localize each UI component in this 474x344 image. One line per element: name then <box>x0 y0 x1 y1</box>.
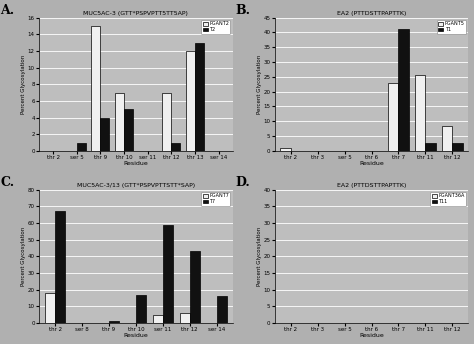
Y-axis label: Percent Glycosylation: Percent Glycosylation <box>257 227 262 286</box>
Bar <box>442 126 452 151</box>
Bar <box>281 148 291 151</box>
Text: B.: B. <box>236 4 251 17</box>
Bar <box>217 296 227 323</box>
Title: EA2 (PTTDSTTPAPTTK): EA2 (PTTDSTTPAPTTK) <box>337 183 406 188</box>
Title: EA2 (PTTDSTTPAPTTK): EA2 (PTTDSTTPAPTTK) <box>337 11 406 16</box>
Bar <box>186 51 195 151</box>
Bar <box>425 143 436 151</box>
Bar <box>55 211 65 323</box>
Bar <box>172 142 180 151</box>
Bar <box>45 293 55 323</box>
Bar <box>195 43 204 151</box>
Y-axis label: Percent Glycosylation: Percent Glycosylation <box>257 55 262 114</box>
Legend: PGANT7, T7: PGANT7, T7 <box>201 192 230 206</box>
Title: MUC5AC-3 (GTT*PSPVPTT5TT5AP): MUC5AC-3 (GTT*PSPVPTT5TT5AP) <box>83 11 188 16</box>
X-axis label: Residue: Residue <box>359 161 384 166</box>
Bar <box>415 75 425 151</box>
X-axis label: Residue: Residue <box>359 333 384 338</box>
Legend: PGANT5, T1: PGANT5, T1 <box>437 20 466 34</box>
Bar <box>452 143 463 151</box>
Y-axis label: Percent Glycosylation: Percent Glycosylation <box>21 227 27 286</box>
Legend: PGANT2, T2: PGANT2, T2 <box>201 20 230 34</box>
Bar <box>136 294 146 323</box>
Bar <box>109 321 119 323</box>
Text: D.: D. <box>236 176 251 189</box>
Text: C.: C. <box>0 176 14 189</box>
Bar <box>91 26 100 151</box>
Bar <box>190 251 200 323</box>
Bar <box>115 93 124 151</box>
Bar <box>388 83 399 151</box>
Bar <box>77 142 86 151</box>
Y-axis label: Percent Glycosylation: Percent Glycosylation <box>21 55 27 114</box>
Bar <box>399 30 409 151</box>
Bar <box>163 93 172 151</box>
Bar <box>180 313 190 323</box>
Bar <box>153 314 163 323</box>
Bar <box>124 109 133 151</box>
X-axis label: Residue: Residue <box>124 161 148 166</box>
Bar <box>163 225 173 323</box>
X-axis label: Residue: Residue <box>124 333 148 338</box>
Legend: PGANT36A, T11: PGANT36A, T11 <box>430 192 466 206</box>
Text: A.: A. <box>0 4 14 17</box>
Title: MUC5AC-3/13 (GTT*PSPVPTTSTT*SAP): MUC5AC-3/13 (GTT*PSPVPTTSTT*SAP) <box>77 183 195 188</box>
Bar <box>100 118 109 151</box>
